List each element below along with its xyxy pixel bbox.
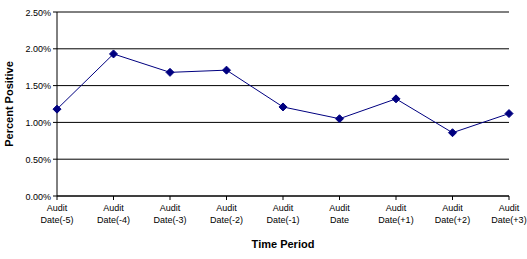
x-tick-label-line: Audit [273,203,294,213]
x-tick-label: Audit Date(+3) [491,203,526,225]
x-axis-title: Time Period [252,238,315,250]
point [53,105,61,113]
y-tick-label: 1.00% [25,118,51,128]
point [166,68,174,76]
x-tick [57,196,58,200]
y-tick [53,12,57,13]
chart: 0.00% 0.50% 1.00% 1.50% 2.00% 2.50% Audit Date(… [0,0,527,259]
series-line [57,54,509,133]
y-tick-label: 2.50% [25,8,51,18]
y-tick [53,85,57,86]
x-tick [396,196,397,200]
x-tick [226,196,227,200]
x-tick-label-line: Audit [499,203,520,213]
y-axis [57,12,58,196]
x-tick-label: Audit Date(-5) [40,203,73,225]
x-tick-label-line: Audit [329,203,350,213]
x-tick-label: Audit Date [329,203,350,225]
point [392,95,400,103]
y-tick [53,196,57,197]
point [110,50,118,58]
grid-line [57,159,509,160]
grid-line [57,48,509,49]
x-tick-label: Audit Date(+2) [435,203,470,225]
point [336,115,344,123]
y-tick-label: 2.00% [25,44,51,54]
x-tick [339,196,340,200]
x-tick-label-line: Date(+3) [491,215,526,225]
x-tick [509,196,510,200]
point [223,66,231,74]
x-tick [283,196,284,200]
x-tick [452,196,453,200]
x-tick-label-line: Date(-5) [40,215,73,225]
x-tick-label-line: Audit [160,203,181,213]
x-tick-label: Audit Date(-4) [97,203,130,225]
x-tick-label: Audit Date(-1) [266,203,299,225]
y-tick [53,122,57,123]
x-tick [113,196,114,200]
x-tick-label-line: Date(+2) [435,215,470,225]
point [279,103,287,111]
y-tick-label: 1.50% [25,81,51,91]
x-tick [170,196,171,200]
y-tick-label: 0.00% [25,192,51,202]
x-tick-label: Audit Date(-2) [210,203,243,225]
grid-line [57,85,509,86]
x-tick-label-line: Date [330,215,349,225]
y-axis-title: Percent Positive [3,61,15,147]
y-tick [53,48,57,49]
x-tick-label-line: Date(+1) [378,215,413,225]
x-tick-label-line: Audit [442,203,463,213]
point [449,129,457,137]
x-tick-label-line: Audit [216,203,237,213]
grid-line [57,12,509,13]
x-tick-label-line: Date(-3) [153,215,186,225]
y-tick [53,159,57,160]
y-tick-label: 0.50% [25,155,51,165]
x-tick-label-line: Audit [103,203,124,213]
x-tick-label-line: Date(-1) [266,215,299,225]
x-tick-label-line: Audit [47,203,68,213]
point [505,110,513,118]
x-tick-label: Audit Date(+1) [378,203,413,225]
x-tick-label-line: Audit [386,203,407,213]
x-tick-label: Audit Date(-3) [153,203,186,225]
x-tick-label-line: Date(-2) [210,215,243,225]
plot-area [53,50,513,137]
grid-line [57,122,509,123]
x-tick-label-line: Date(-4) [97,215,130,225]
